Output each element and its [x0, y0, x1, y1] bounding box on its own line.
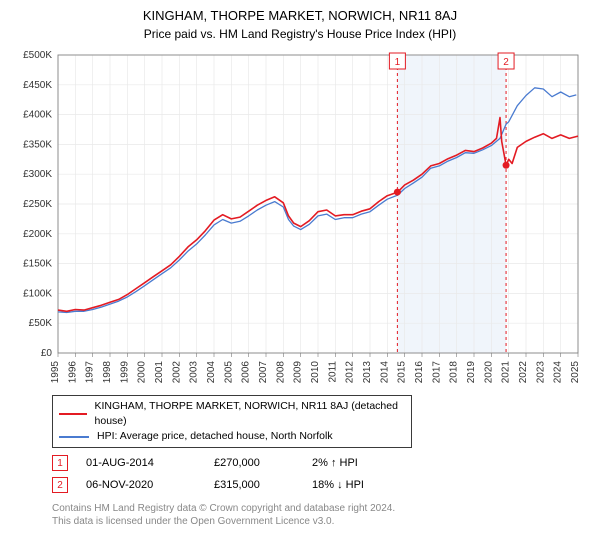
svg-text:2020: 2020 [483, 361, 494, 384]
svg-text:1997: 1997 [85, 361, 96, 384]
svg-text:2014: 2014 [379, 361, 390, 384]
footer-line-2: This data is licensed under the Open Gov… [52, 515, 590, 528]
svg-text:2012: 2012 [345, 361, 356, 384]
svg-text:2025: 2025 [570, 361, 581, 384]
svg-text:2008: 2008 [275, 361, 286, 384]
sales-row: 1 01-AUG-2014 £270,000 2% ↑ HPI [52, 452, 590, 474]
svg-text:2017: 2017 [431, 361, 442, 384]
svg-text:£250K: £250K [23, 199, 52, 210]
svg-text:2013: 2013 [362, 361, 373, 384]
sale-price: £315,000 [214, 479, 294, 491]
legend-swatch [59, 436, 89, 438]
svg-text:1998: 1998 [102, 361, 113, 384]
svg-text:2015: 2015 [397, 361, 408, 384]
svg-text:2024: 2024 [553, 361, 564, 384]
sale-price: £270,000 [214, 457, 294, 469]
svg-text:2019: 2019 [466, 361, 477, 384]
page-title: KINGHAM, THORPE MARKET, NORWICH, NR11 8A… [10, 8, 590, 23]
svg-text:2007: 2007 [258, 361, 269, 384]
svg-text:£200K: £200K [23, 229, 52, 240]
svg-text:2: 2 [503, 57, 509, 68]
footer-attribution: Contains HM Land Registry data © Crown c… [52, 502, 590, 528]
svg-text:2010: 2010 [310, 361, 321, 384]
svg-text:£0: £0 [41, 348, 53, 359]
sale-change: 18% ↓ HPI [312, 479, 402, 491]
svg-text:1: 1 [395, 57, 401, 68]
footer-line-1: Contains HM Land Registry data © Crown c… [52, 502, 590, 515]
svg-text:1999: 1999 [119, 361, 130, 384]
sale-marker-badge: 1 [52, 455, 68, 471]
svg-text:£50K: £50K [29, 318, 53, 329]
svg-text:2016: 2016 [414, 361, 425, 384]
chart-svg: £0 £50K £100K £150K £200K £250K £300K £350K £400… [10, 49, 590, 389]
svg-text:£350K: £350K [23, 139, 52, 150]
svg-text:£150K: £150K [23, 259, 52, 270]
legend-item: KINGHAM, THORPE MARKET, NORWICH, NR11 8A… [59, 399, 405, 429]
legend-label: KINGHAM, THORPE MARKET, NORWICH, NR11 8A… [95, 399, 405, 429]
svg-text:2009: 2009 [293, 361, 304, 384]
svg-text:2011: 2011 [327, 361, 338, 383]
sales-row: 2 06-NOV-2020 £315,000 18% ↓ HPI [52, 474, 590, 496]
sale-marker-badge: 2 [52, 477, 68, 493]
svg-text:£400K: £400K [23, 110, 52, 121]
svg-text:2001: 2001 [154, 361, 165, 384]
svg-text:2023: 2023 [535, 361, 546, 384]
sales-table: 1 01-AUG-2014 £270,000 2% ↑ HPI 2 06-NOV-2020… [52, 452, 590, 496]
svg-text:1995: 1995 [50, 361, 61, 384]
svg-text:2022: 2022 [518, 361, 529, 384]
svg-text:2018: 2018 [449, 361, 460, 384]
price-chart: £0 £50K £100K £150K £200K £250K £300K £350K £400… [10, 49, 590, 389]
legend-label: HPI: Average price, detached house, Nort… [97, 429, 333, 444]
legend-item: HPI: Average price, detached house, Nort… [59, 429, 405, 444]
page-subtitle: Price paid vs. HM Land Registry's House … [10, 27, 590, 41]
svg-text:2005: 2005 [223, 361, 234, 384]
sale-date: 06-NOV-2020 [86, 479, 196, 491]
sale-change: 2% ↑ HPI [312, 457, 402, 469]
legend-swatch [59, 413, 87, 415]
svg-text:2021: 2021 [501, 361, 512, 384]
svg-text:£300K: £300K [23, 169, 52, 180]
legend: KINGHAM, THORPE MARKET, NORWICH, NR11 8A… [52, 395, 412, 448]
svg-text:2006: 2006 [241, 361, 252, 384]
svg-text:2002: 2002 [171, 361, 182, 384]
sale-date: 01-AUG-2014 [86, 457, 196, 469]
svg-text:1996: 1996 [67, 361, 78, 384]
svg-text:2000: 2000 [137, 361, 148, 384]
svg-text:2003: 2003 [189, 361, 200, 384]
svg-text:£500K: £500K [23, 50, 52, 61]
svg-text:2004: 2004 [206, 361, 217, 384]
svg-text:£450K: £450K [23, 80, 52, 91]
svg-text:£100K: £100K [23, 288, 52, 299]
